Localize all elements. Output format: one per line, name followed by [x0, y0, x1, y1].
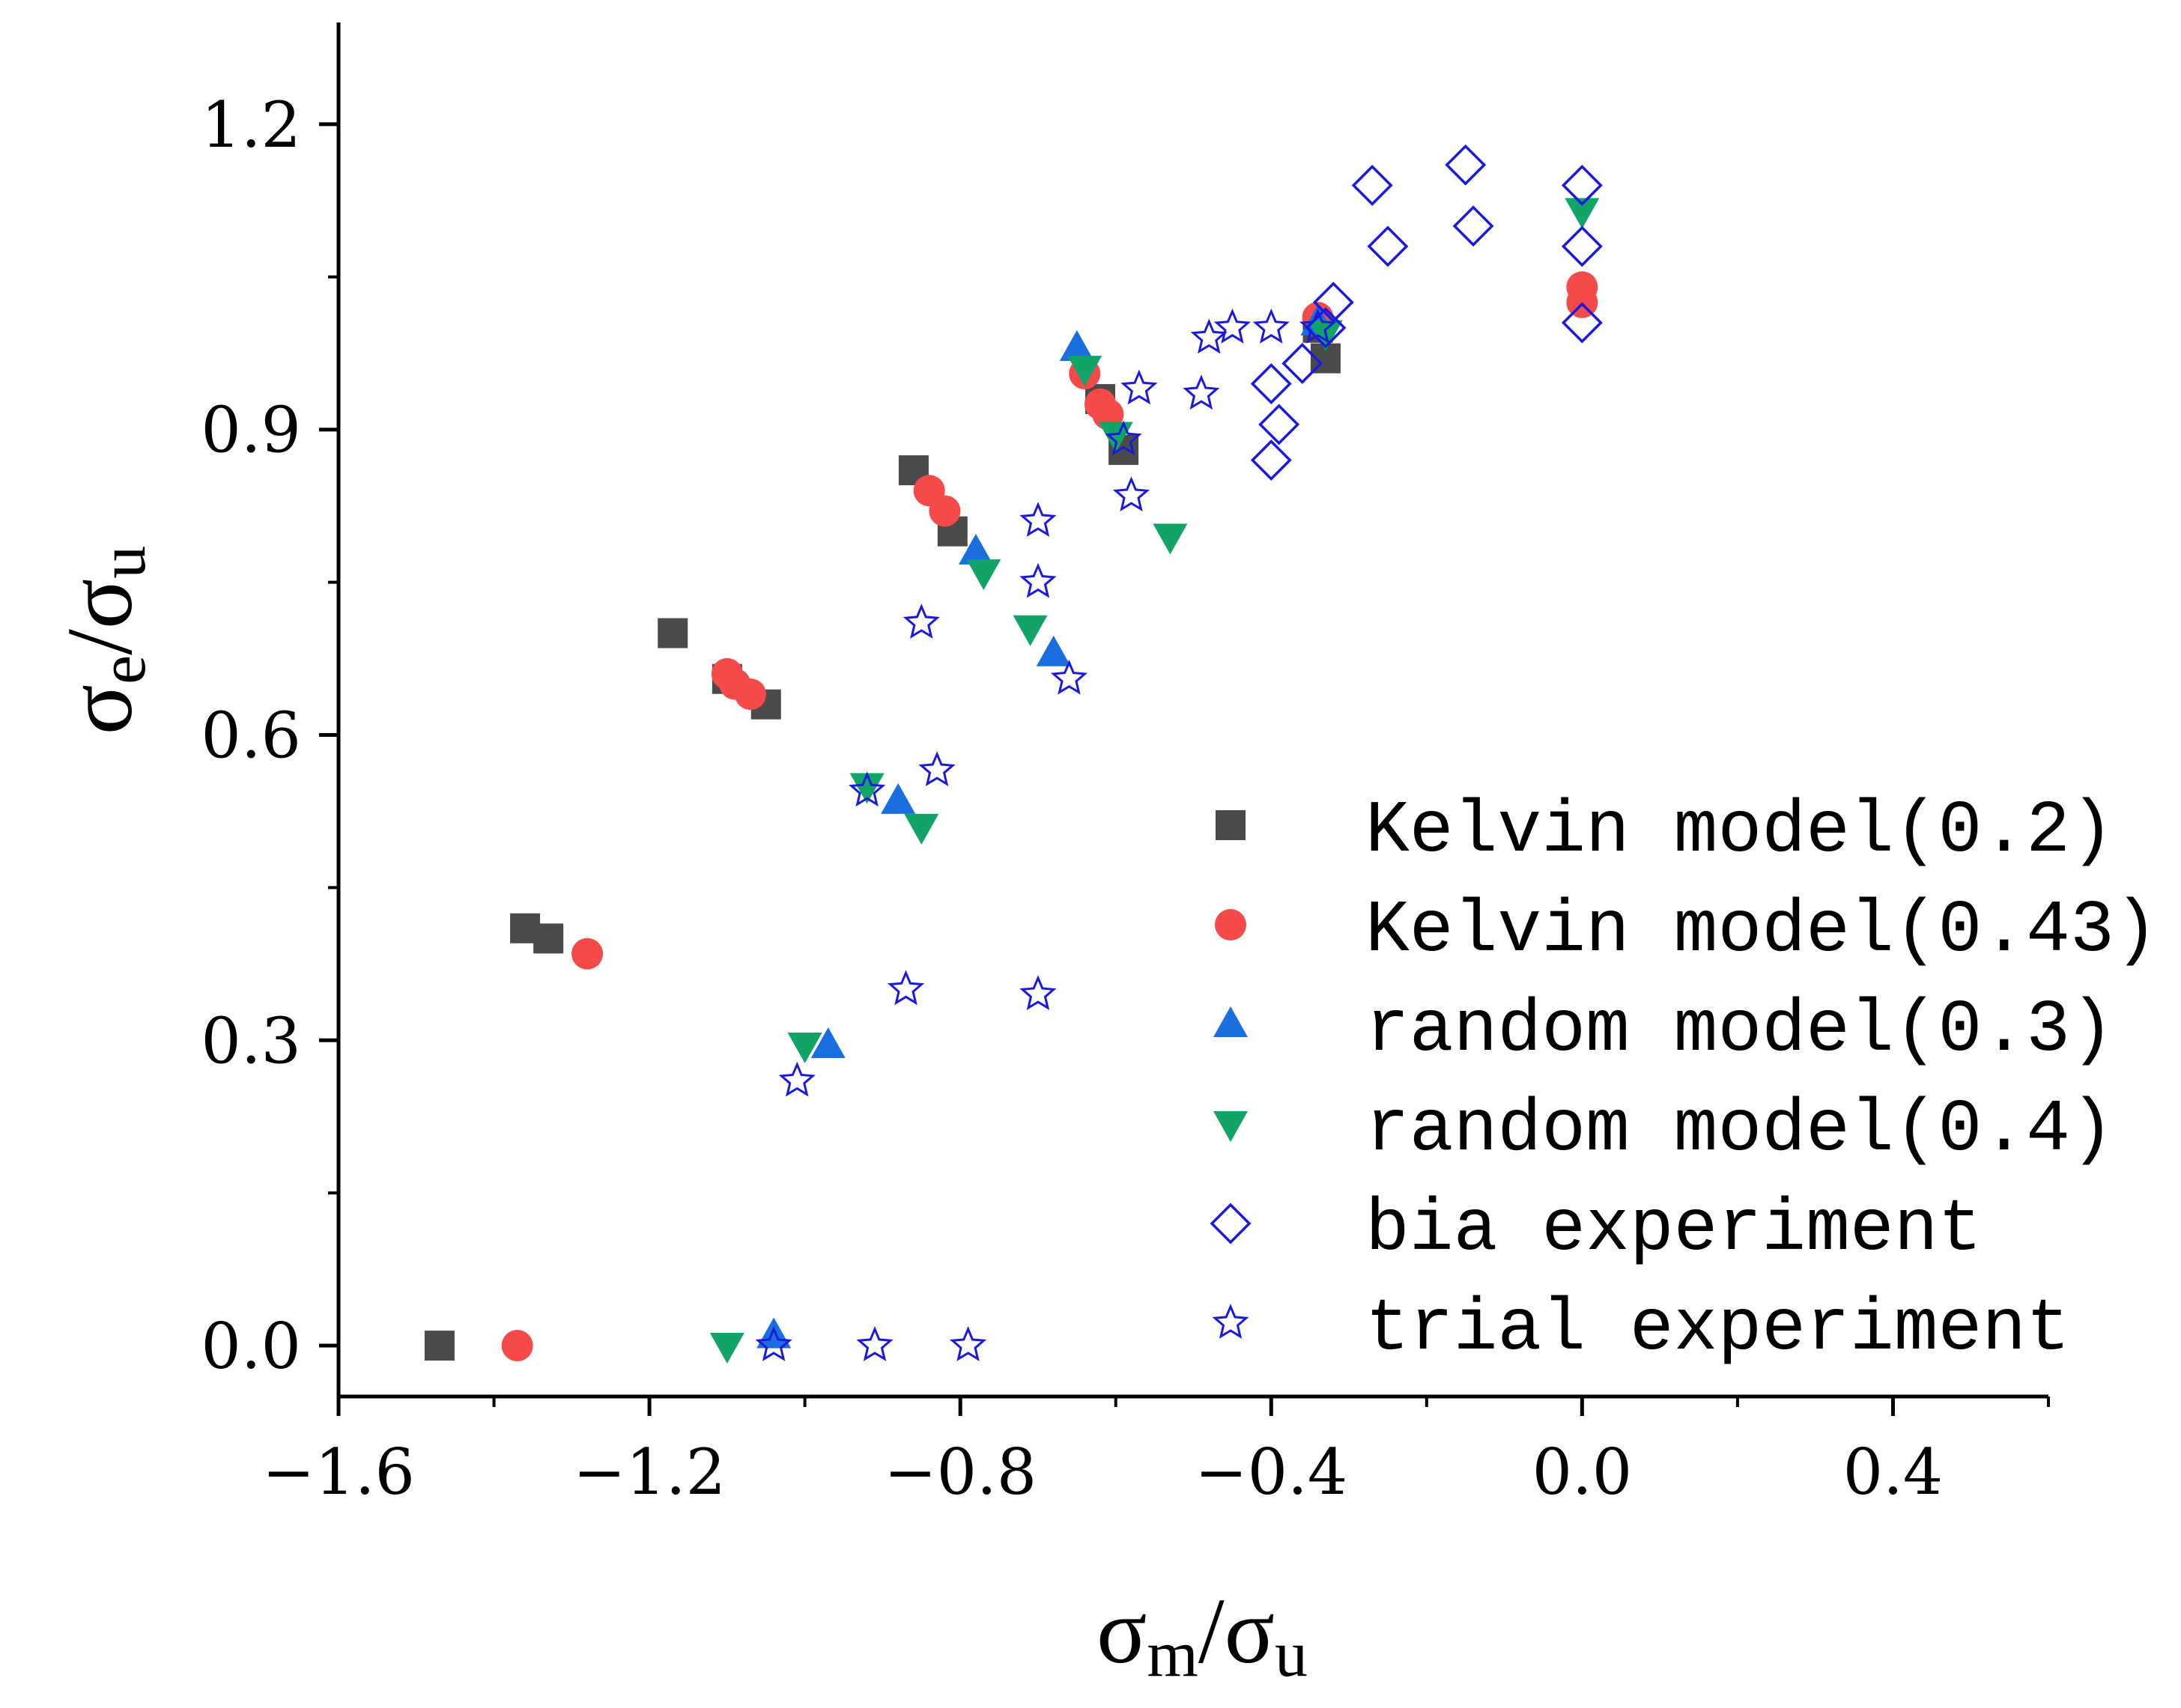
data-point [1213, 308, 1251, 344]
legend-marker [1210, 1203, 1252, 1244]
y-tick-label: 0.0 [201, 1310, 301, 1383]
y-tick-label: 0.3 [201, 1004, 301, 1078]
data-point [849, 773, 885, 804]
x-tick-label: 0.4 [1843, 1435, 1944, 1509]
data-point [1252, 308, 1290, 344]
data-point [1250, 363, 1292, 405]
x-axis-title: σm/σu [1096, 1580, 1308, 1691]
legend-marker [1216, 810, 1246, 840]
legend-label: Kelvin model(0.43) [1365, 890, 2159, 973]
y-axis-title: σe/σu [49, 546, 160, 735]
data-point [1098, 422, 1133, 453]
x-tick-label: 0.0 [1532, 1435, 1633, 1509]
x-tick-label: −1.2 [573, 1435, 726, 1509]
data-point [734, 678, 766, 711]
legend-label: Kelvin model(0.2) [1365, 790, 2114, 873]
legend-label: random model(0.4) [1365, 1089, 2114, 1172]
data-point [501, 1330, 533, 1362]
data-point [1250, 440, 1292, 481]
data-point [658, 618, 688, 648]
data-point [1312, 282, 1354, 323]
data-point [1067, 356, 1102, 387]
data-point [1059, 329, 1094, 361]
data-point [1153, 523, 1188, 555]
data-point [755, 1326, 792, 1361]
data-point [1019, 502, 1057, 537]
data-point [424, 1331, 455, 1361]
data-point [1452, 205, 1494, 247]
legend-marker [1213, 1006, 1248, 1037]
data-point [1190, 318, 1228, 354]
data-point [1445, 144, 1487, 186]
legend-marker [1212, 1304, 1249, 1339]
data-point [1565, 198, 1600, 229]
data-point [904, 813, 939, 845]
data-point [918, 751, 956, 787]
data-point [1183, 374, 1220, 410]
data-point [778, 1061, 816, 1097]
legend: Kelvin model(0.2) Kelvin model(0.43) rando… [1210, 790, 2159, 1371]
data-points [424, 144, 1603, 1364]
data-point [1019, 975, 1057, 1011]
data-point [1120, 369, 1158, 405]
x-tick-label: −0.4 [1195, 1435, 1347, 1509]
data-point [1367, 225, 1409, 267]
data-point [958, 533, 993, 565]
data-point [1050, 659, 1088, 695]
data-point [1561, 165, 1603, 206]
data-point [929, 495, 961, 527]
series-0 [424, 312, 1341, 1361]
data-point [903, 604, 940, 639]
data-point [709, 1333, 744, 1364]
data-point [887, 970, 925, 1006]
data-point [966, 559, 1001, 590]
legend-marker [1213, 1111, 1248, 1142]
data-point [1036, 635, 1071, 666]
data-point [787, 1033, 822, 1064]
data-point [881, 782, 916, 814]
data-point [1299, 308, 1337, 344]
legend-label: bia experiment [1365, 1188, 1982, 1271]
series-3 [709, 198, 1600, 1364]
data-point [1112, 476, 1150, 512]
data-point [533, 923, 564, 954]
series-5 [755, 308, 1337, 1361]
legend-label: trial experiment [1365, 1288, 2070, 1371]
data-point [1561, 225, 1603, 267]
data-point [1019, 562, 1057, 598]
legend-label: random model(0.3) [1365, 989, 2114, 1072]
series-2 [756, 304, 1335, 1349]
legend-marker [1215, 909, 1246, 940]
y-tick-label: 0.9 [201, 394, 301, 467]
x-tick-label: −1.6 [262, 1435, 415, 1509]
data-point [1351, 165, 1393, 206]
data-point [1561, 302, 1603, 344]
axes: −1.6 −1.2 −0.8 −0.4 0.0 0.4 0.0 0.3 0.6 0.9 1.2 [201, 22, 2050, 1509]
data-point [1281, 342, 1323, 384]
data-point [949, 1326, 987, 1361]
data-point [1258, 404, 1300, 446]
x-tick-label: −0.8 [884, 1435, 1037, 1509]
y-tick-label: 1.2 [201, 88, 301, 162]
data-point [849, 771, 886, 807]
data-point [1013, 615, 1048, 646]
data-point [810, 1027, 846, 1059]
data-point [1105, 420, 1142, 456]
data-point [856, 1326, 894, 1361]
data-point [571, 937, 604, 970]
y-tick-label: 0.6 [201, 699, 301, 772]
